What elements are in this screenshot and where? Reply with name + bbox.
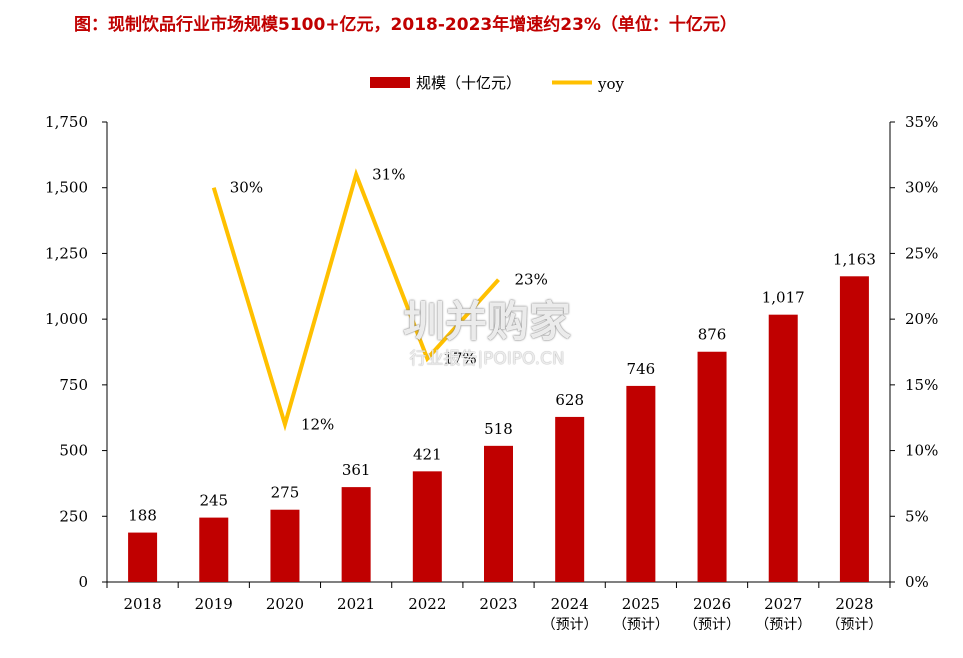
bar-data-label: 245: [199, 492, 228, 510]
x-tick-label: 2022: [408, 595, 446, 613]
yoy-line: [211, 168, 500, 432]
bar-data-label: 628: [555, 391, 584, 409]
yoy-data-label: 31%: [372, 166, 405, 184]
x-tick-label: 2020: [266, 595, 304, 613]
yoy-series: [211, 168, 500, 432]
y-right-tick-label: 30%: [905, 179, 938, 197]
x-tick-label: 2019: [195, 595, 233, 613]
y-right-tick-label: 15%: [905, 376, 938, 394]
bar-data-label: 746: [627, 360, 656, 378]
bar: [555, 416, 585, 582]
bar: [412, 471, 442, 582]
bar: [128, 532, 158, 582]
y-right-tick-label: 20%: [905, 310, 938, 328]
bar: [768, 314, 798, 582]
x-tick-sublabel: （预计）: [613, 617, 669, 633]
x-tick-label: 2021: [337, 595, 375, 613]
bar: [839, 276, 869, 582]
bar: [341, 487, 371, 582]
y-right-tick-label: 10%: [905, 442, 938, 460]
legend: 规模（十亿元） yoy: [370, 74, 625, 93]
x-tick-sublabel: （预计）: [542, 617, 598, 633]
bar-data-label: 876: [698, 326, 727, 344]
bar-data-label: 1,163: [833, 250, 876, 268]
yoy-data-label: 12%: [301, 415, 334, 433]
y-left-tick-label: 250: [59, 507, 88, 525]
x-tick-label: 2023: [479, 595, 517, 613]
bar: [626, 385, 656, 582]
yoy-data-label: 17%: [443, 350, 476, 368]
x-tick-label: 2028: [835, 595, 873, 613]
yoy-labels: 30% 12% 31% 17% 23%: [230, 166, 548, 434]
y-left-tick-label: 1,000: [45, 310, 88, 328]
x-tick-label: 2018: [123, 595, 161, 613]
y-left-tick-label: 750: [59, 376, 88, 394]
bar: [270, 509, 300, 582]
x-tick-sublabel: （预计）: [684, 617, 740, 633]
bar-data-label: 1,017: [762, 289, 805, 307]
bar-data-label: 275: [271, 484, 300, 502]
bar: [199, 517, 229, 582]
y-left-tick-label: 0: [78, 573, 88, 591]
x-tick-sublabel: （预计）: [826, 617, 882, 633]
bar-data-label: 421: [413, 445, 442, 463]
y-left-tick-label: 1,250: [45, 244, 88, 262]
bar-data-label: 188: [128, 507, 157, 525]
y-right-tick-label: 0%: [905, 573, 929, 591]
y-right-tick-label: 5%: [905, 507, 929, 525]
bar-data-label: 361: [342, 461, 371, 479]
x-tick-sublabel: （预计）: [755, 617, 811, 633]
yoy-data-label: 30%: [230, 179, 263, 197]
x-tick-label: 2025: [622, 595, 660, 613]
y-right-tick-label: 35%: [905, 113, 938, 131]
x-tick-label: 2024: [551, 595, 589, 613]
y-left-tick-label: 500: [59, 442, 88, 460]
yoy-data-label: 23%: [515, 271, 548, 289]
legend-label-bar: 规模（十亿元）: [416, 74, 521, 92]
y-left-tick-label: 1,500: [45, 179, 88, 197]
bar-labels: 188 245 275 361 421 518 628 746 876 1,017 1,163: [128, 250, 876, 524]
bar-series: [128, 276, 869, 582]
bar: [484, 445, 513, 582]
bar: [697, 351, 727, 582]
x-tick-label: 2027: [764, 595, 802, 613]
y-left-tick-label: 1,750: [45, 113, 88, 131]
legend-swatch-bar: [370, 77, 410, 88]
x-tick-label: 2026: [693, 595, 731, 613]
chart-title: 图：现制饮品行业市场规模5100+亿元，2018-2023年增速约23%（单位：…: [74, 15, 737, 35]
legend-label-line: yoy: [597, 75, 625, 93]
y-right-tick-label: 25%: [905, 244, 938, 262]
bar-data-label: 518: [484, 420, 513, 438]
